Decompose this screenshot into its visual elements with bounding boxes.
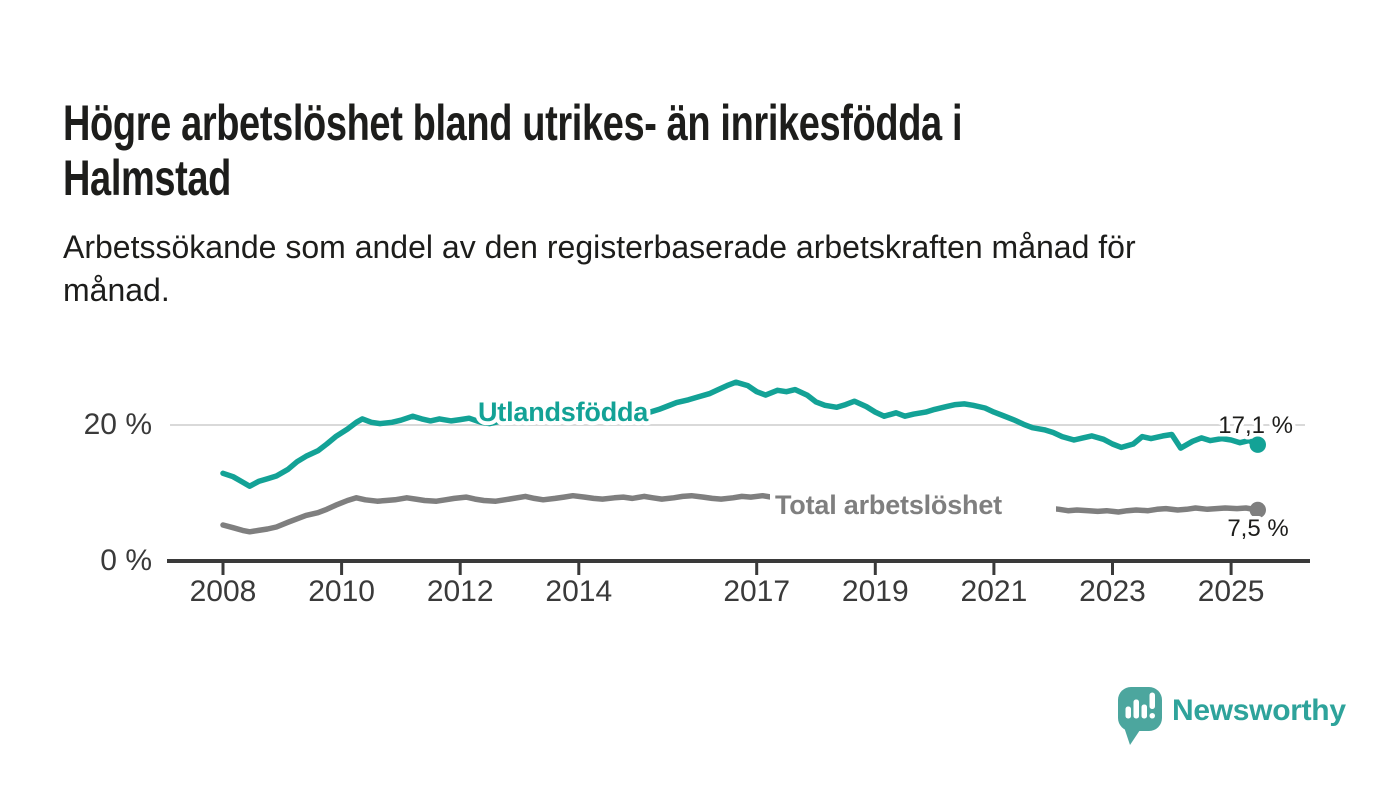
x-tick-label-2023: 2023	[1079, 575, 1146, 608]
x-tick-label-2019: 2019	[842, 575, 909, 608]
newsworthy-logo-icon	[1118, 687, 1162, 745]
x-tick-label-2014: 2014	[545, 575, 612, 608]
page-title: Högre arbetslöshet bland utrikes- än inr…	[63, 94, 1246, 206]
newsworthy-brand: Newsworthy	[1117, 686, 1377, 750]
x-tick-label-2021: 2021	[961, 575, 1028, 608]
series-label-total-arbetsl-shet: Total arbetslöshet	[775, 490, 1002, 520]
series-label-utlandsf-dda: Utlandsfödda	[478, 397, 649, 427]
series-line-total-arbetsl-shet	[220, 492, 1261, 535]
y-tick-label-0: 0 %	[100, 544, 152, 577]
page-subtitle-line-1: Arbetssökande som andel av den registerb…	[63, 229, 1136, 265]
series-end-dot-utlandsf-dda	[1249, 436, 1266, 453]
y-tick-label-20: 20 %	[84, 408, 152, 441]
end-value-label-utlandsf-dda: 17,1 %	[1218, 412, 1293, 439]
x-tick-label-2012: 2012	[427, 575, 494, 608]
page-subtitle-line-2: månad.	[63, 272, 170, 308]
page-title-line-2: Halmstad	[63, 149, 232, 206]
x-tick-label-2025: 2025	[1198, 575, 1265, 608]
page-title-line-1: Högre arbetslöshet bland utrikes- än inr…	[63, 94, 963, 151]
newsworthy-logo-text: Newsworthy	[1172, 694, 1346, 727]
x-tick-label-2008: 2008	[190, 575, 257, 608]
logo-bar-chart-glyph	[1125, 692, 1155, 719]
page-subtitle: Arbetssökande som andel av den registerb…	[63, 226, 1136, 312]
x-tick-label-2017: 2017	[723, 575, 790, 608]
series-line-utlandsf-dda	[220, 379, 1261, 489]
series-end-dot-total-arbetsl-shet	[1249, 501, 1266, 519]
logo-speech-bubble-tail	[1124, 727, 1142, 745]
end-value-label-total-arbetsl-shet: 7,5 %	[1227, 515, 1288, 542]
logo-speech-bubble	[1118, 687, 1162, 731]
series-label-bg-total-arbetsl-shet	[770, 486, 1056, 523]
x-tick-label-2010: 2010	[308, 575, 375, 608]
